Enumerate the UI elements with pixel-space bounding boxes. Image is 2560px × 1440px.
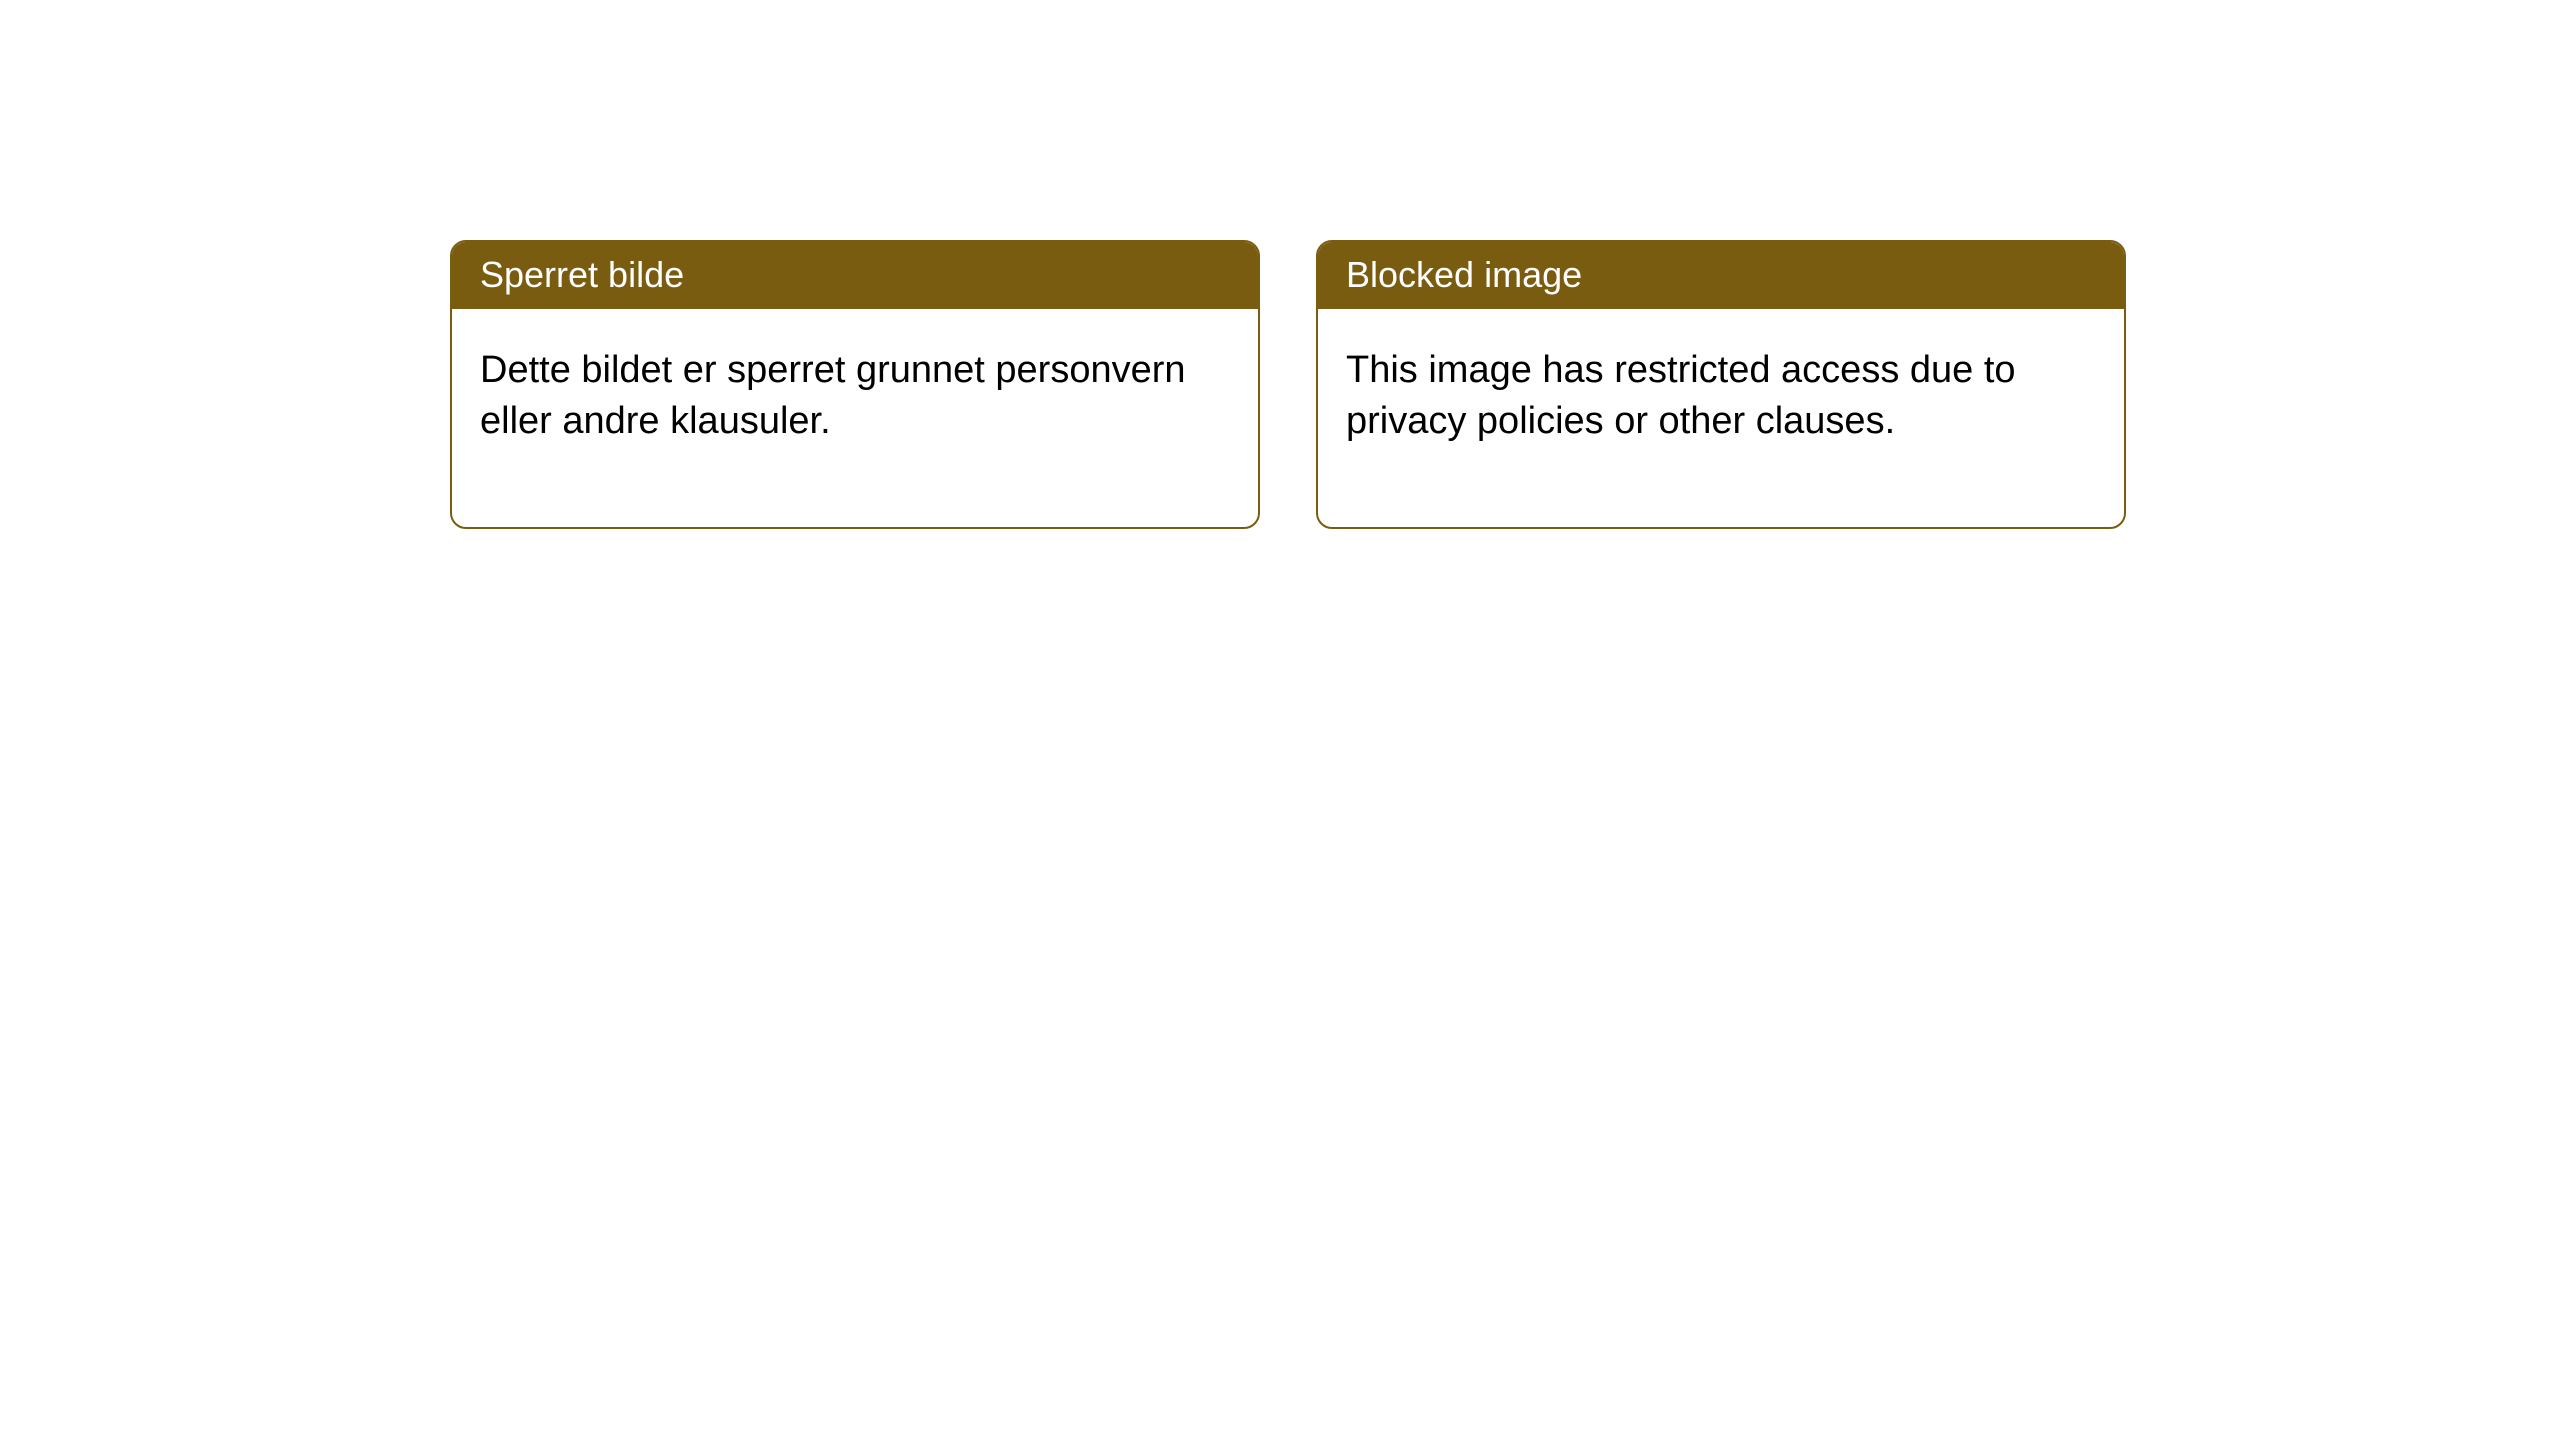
notice-body-no: Dette bildet er sperret grunnet personve… [452,309,1258,528]
notice-body-en: This image has restricted access due to … [1318,309,2124,528]
notice-container: Sperret bilde Dette bildet er sperret gr… [0,0,2560,529]
notice-card-no: Sperret bilde Dette bildet er sperret gr… [450,240,1260,529]
notice-header-no: Sperret bilde [452,242,1258,309]
notice-header-en: Blocked image [1318,242,2124,309]
notice-card-en: Blocked image This image has restricted … [1316,240,2126,529]
